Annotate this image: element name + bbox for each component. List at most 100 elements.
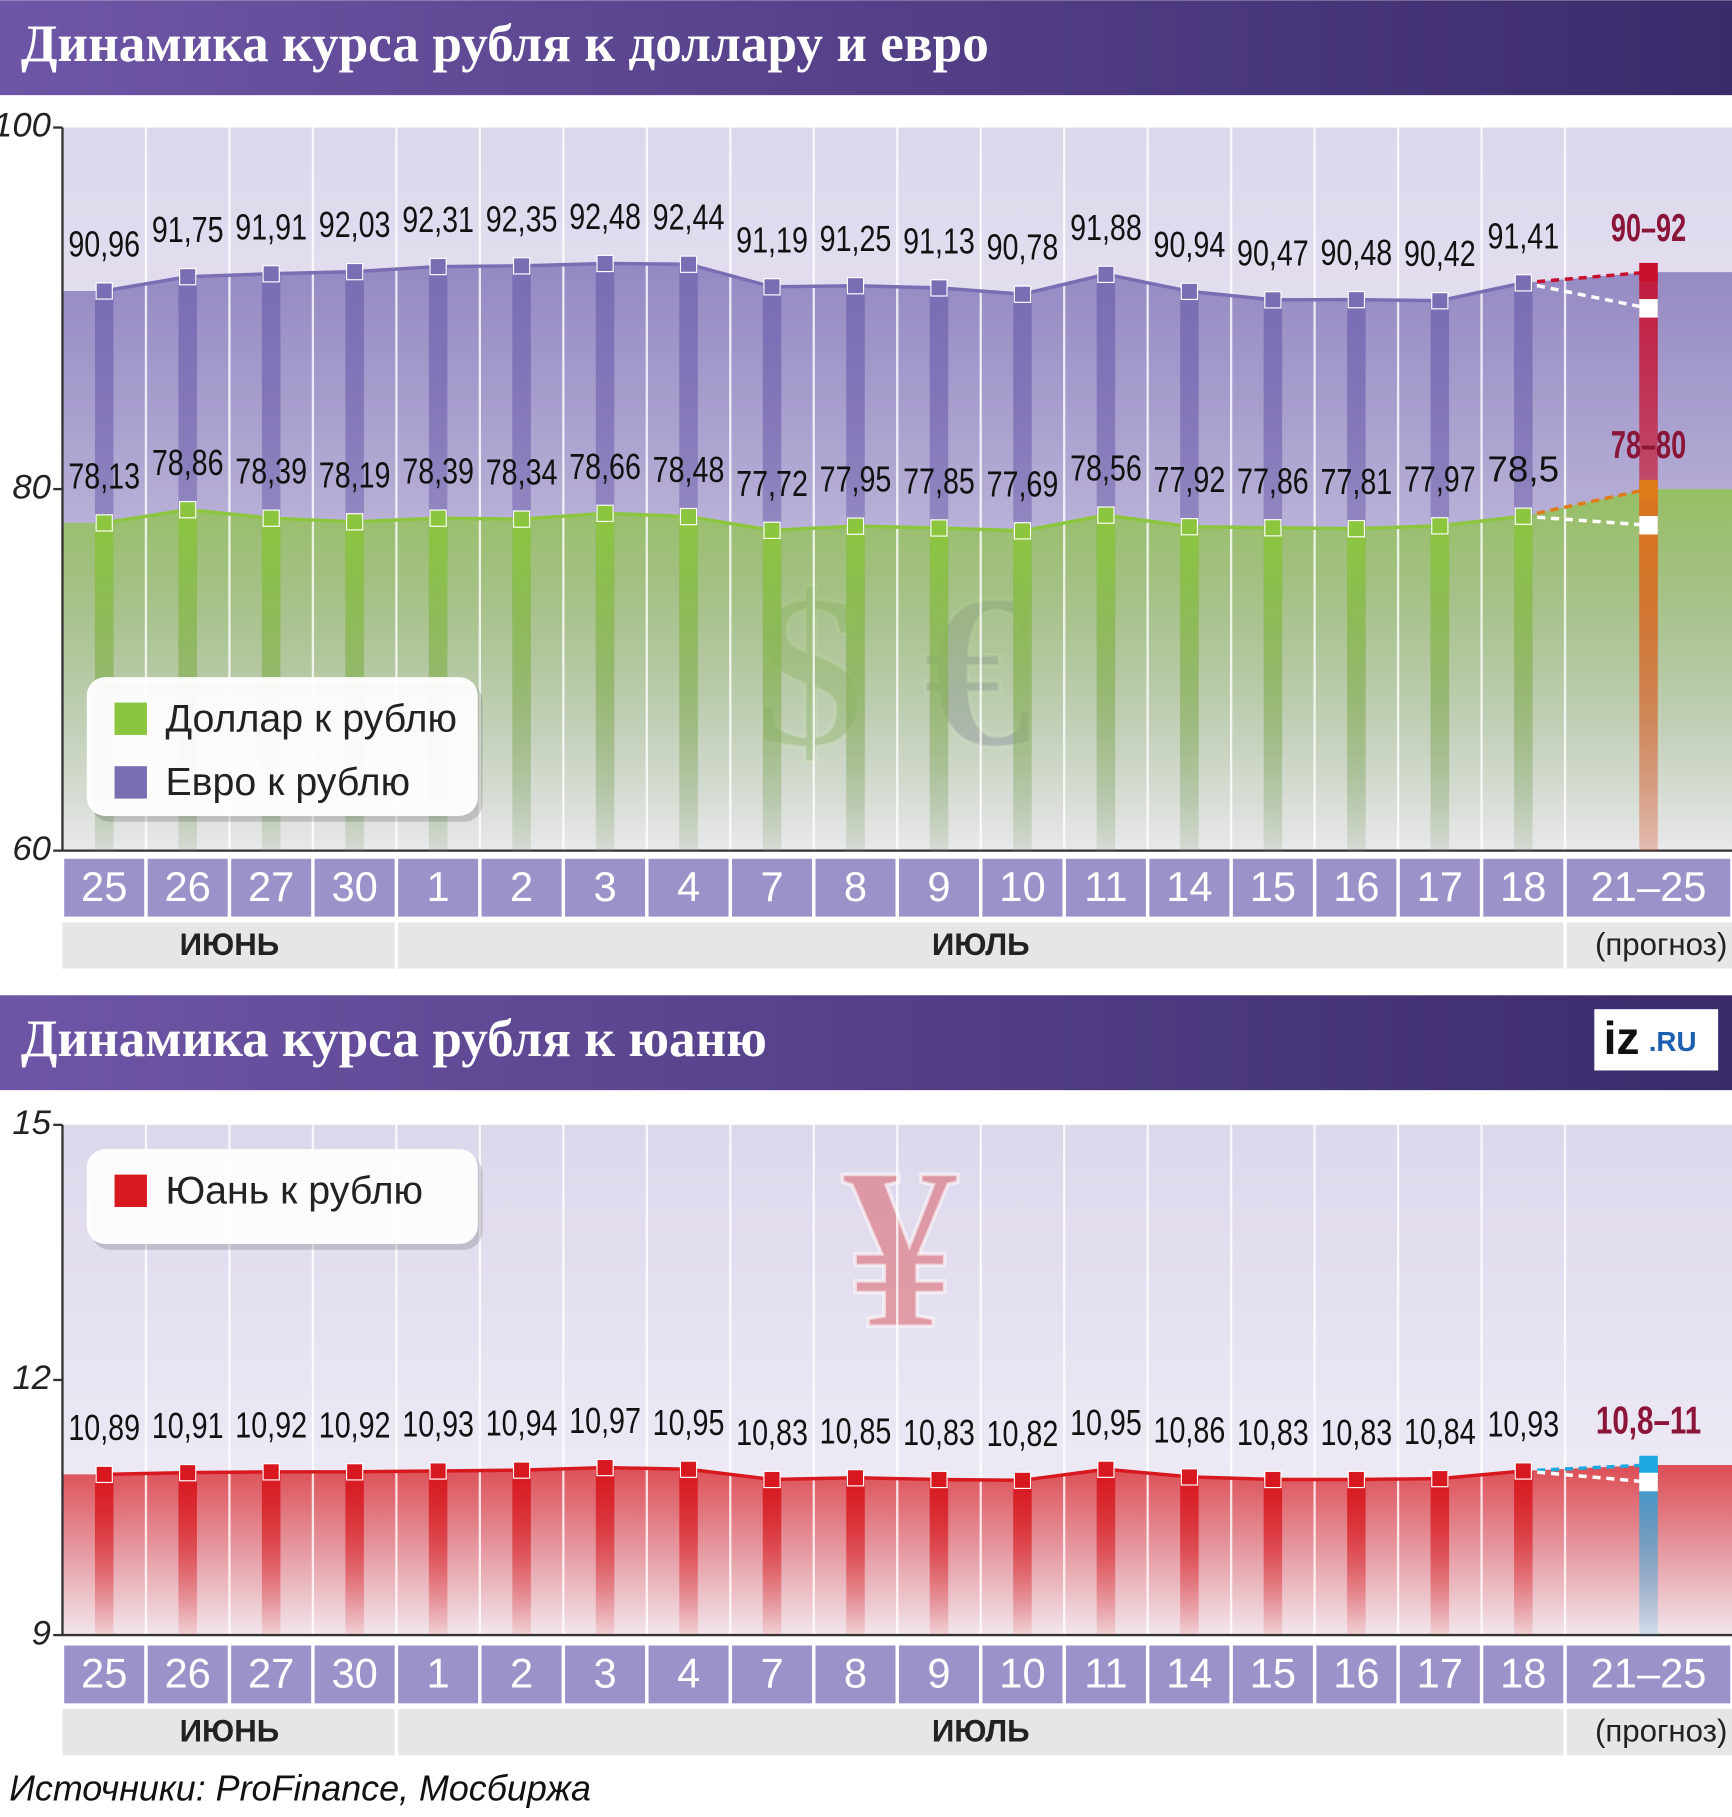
value-label: 10,91 (152, 1406, 224, 1446)
x-tick-label: 27 (248, 863, 294, 910)
value-strip (512, 519, 531, 851)
marker (429, 1462, 447, 1480)
marker (512, 257, 531, 275)
value-label: 78,39 (235, 452, 307, 492)
forecast-label: 10,8–11 (1596, 1399, 1701, 1443)
marker (1264, 519, 1282, 537)
value-label: 90,94 (1154, 225, 1226, 265)
series-line (103, 261, 1524, 303)
marker (1013, 285, 1032, 303)
category-cell (1316, 1645, 1397, 1704)
category-cell (147, 1645, 228, 1704)
value-strip (679, 1469, 698, 1636)
category-cell (314, 858, 395, 917)
value-label: 91,13 (903, 221, 975, 261)
y-tick-label: 9 (32, 1614, 51, 1652)
value-label: 78,39 (402, 452, 474, 492)
logo-suffix: .RU (1649, 1026, 1697, 1057)
value-label: 92,44 (653, 198, 725, 238)
category-cell (398, 858, 479, 917)
marker (512, 510, 531, 528)
category-cell (64, 858, 145, 917)
value-strip (595, 1467, 615, 1636)
value-strip (1514, 1470, 1533, 1636)
x-tick-label: 3 (593, 863, 616, 910)
series-line (104, 1465, 1524, 1483)
month-label: (прогноз) (1595, 927, 1727, 962)
marker (596, 504, 614, 522)
value-label: 92,31 (402, 200, 474, 240)
legend-box (86, 1149, 478, 1245)
category-cell (481, 1645, 562, 1704)
x-tick-label: 2 (510, 1650, 533, 1697)
source: Источники: ProFinance, Мосбиржа (9, 1769, 591, 1809)
marker (1514, 274, 1532, 292)
marker (345, 1463, 364, 1481)
value-label: 90,96 (68, 224, 140, 264)
value-label: 78,13 (68, 456, 140, 496)
marker (846, 517, 865, 535)
category-cell (815, 1645, 896, 1704)
value-label: 77,95 (820, 460, 892, 500)
category-cell (1065, 858, 1146, 917)
category-cell (231, 858, 312, 917)
x-tick-label: 9 (927, 863, 950, 910)
category-cell (1566, 1645, 1731, 1704)
x-tick-label: 25 (81, 1650, 127, 1697)
marker (1264, 291, 1282, 309)
marker (1514, 507, 1532, 525)
category-cell (1232, 1645, 1313, 1704)
x-tick-label: 17 (1417, 1650, 1463, 1697)
month-label: ИЮНЬ (180, 927, 280, 962)
x-tick-label: 8 (844, 1650, 867, 1697)
value-label: 78,48 (653, 450, 725, 490)
legend-swatch (114, 1174, 147, 1208)
category-cell (1149, 1645, 1230, 1704)
forecast-marker (1639, 1472, 1658, 1492)
value-strip (679, 516, 698, 851)
x-tick-label: 4 (677, 863, 700, 910)
x-tick-label: 2 (510, 863, 533, 910)
category-cell (815, 858, 896, 917)
forecast-line (1522, 281, 1649, 311)
title-bar (0, 0, 1732, 96)
value-label: 10,93 (1487, 1404, 1559, 1444)
marker (846, 277, 865, 295)
x-tick-label: 3 (593, 1650, 616, 1697)
marker (179, 268, 197, 286)
value-strip (345, 1471, 364, 1636)
y-tick-label: 12 (12, 1359, 51, 1397)
marker (262, 1463, 280, 1481)
marker (679, 507, 698, 526)
marker (930, 1470, 948, 1489)
category-cell (64, 1645, 145, 1704)
category-cell (648, 858, 729, 917)
marker (345, 513, 364, 531)
category-cell (314, 1645, 395, 1704)
category-cell (1065, 1645, 1146, 1704)
value-label: 10,83 (1320, 1413, 1392, 1453)
forecast-line (1522, 487, 1649, 518)
marker (1431, 517, 1449, 535)
value-label: 10,92 (319, 1405, 391, 1445)
value-strip (762, 1479, 782, 1636)
month-label: (прогноз) (1595, 1714, 1727, 1749)
value-strip (1263, 1479, 1283, 1636)
marker (1180, 1468, 1199, 1486)
value-label: 91,91 (235, 207, 307, 247)
value-strip (929, 527, 949, 851)
forecast-label: 90–92 (1611, 206, 1686, 250)
category-cell (898, 858, 979, 917)
marker (1097, 1460, 1115, 1478)
x-tick-label: 30 (331, 1650, 377, 1697)
forecast-line (1523, 514, 1649, 527)
x-tick-label: 10 (999, 863, 1045, 910)
value-strip (1013, 1480, 1032, 1636)
value-label: 92,03 (319, 205, 391, 245)
x-tick-label: 1 (427, 1650, 450, 1697)
category-cell (732, 858, 813, 917)
marker (930, 519, 948, 537)
value-label: 90,48 (1320, 233, 1392, 273)
y-tick-label: 15 (12, 1104, 51, 1142)
series-line (103, 507, 1524, 533)
